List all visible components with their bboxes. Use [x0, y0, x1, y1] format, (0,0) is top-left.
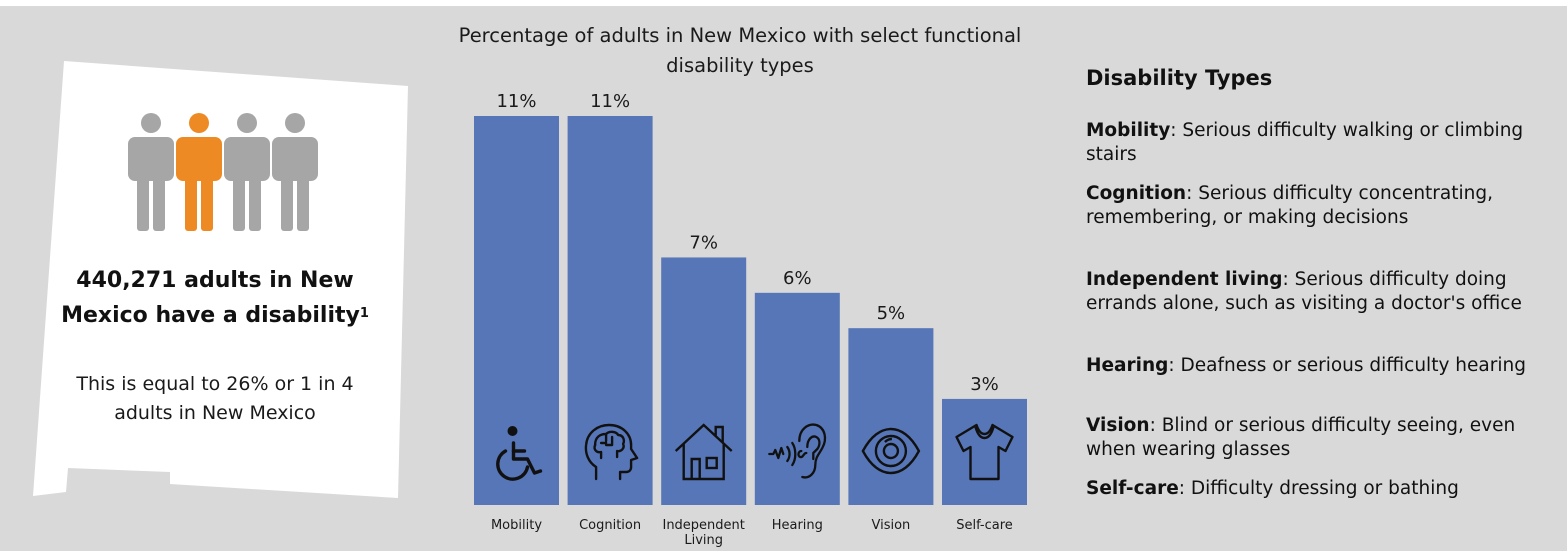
legend-title: Disability Types	[1086, 66, 1273, 90]
x-tick-label: Independent Living	[662, 518, 744, 548]
data-label: 5%	[877, 303, 906, 324]
x-tick-label: Hearing	[772, 518, 823, 533]
bar-self-care	[942, 398, 1027, 505]
data-label: 11%	[496, 91, 536, 112]
footnote-marker: 1	[359, 306, 369, 321]
legend-item-hearing: Hearing: Deafness or serious difficulty …	[1086, 355, 1526, 376]
x-tick-label: Cognition	[579, 518, 641, 533]
bar-mobility	[474, 116, 559, 505]
bar-chart: 11% Mobility 11% Cognition 7% Independent Livi…	[474, 91, 1027, 548]
bar-vision	[848, 328, 934, 505]
data-label: 6%	[783, 268, 812, 289]
data-label: 11%	[590, 91, 630, 112]
x-tick-label: Self-care	[956, 518, 1013, 533]
legend-item-self-care: Self-care: Difficulty dressing or bathin…	[1086, 478, 1459, 499]
disability-rate-text: This is equal to 26% or 1 in 4 adults in…	[76, 373, 354, 424]
bar-cognition	[567, 116, 653, 505]
bar-hearing	[754, 292, 840, 505]
bar-independent-living	[661, 257, 747, 505]
x-tick-label: Vision	[872, 518, 911, 533]
legend-item-vision: Vision: Blind or serious difficulty seei…	[1086, 415, 1516, 460]
legend-item-mobility: Mobility: Serious difficulty walking or …	[1086, 120, 1524, 165]
legend-item-cognition: Cognition: Serious difficulty concentrat…	[1086, 183, 1493, 228]
disability-count-headline: 440,271 adults in New Mexico have a disa…	[61, 268, 369, 328]
x-tick-label: Mobility	[491, 518, 542, 533]
chart-title: Percentage of adults in New Mexico with …	[458, 24, 1022, 77]
infographic: 440,271 adults in New Mexico have a disa…	[0, 6, 1567, 551]
data-label: 3%	[970, 374, 999, 395]
legend-item-independent-living: Independent living: Serious difficulty d…	[1086, 269, 1522, 314]
data-label: 7%	[689, 232, 718, 253]
